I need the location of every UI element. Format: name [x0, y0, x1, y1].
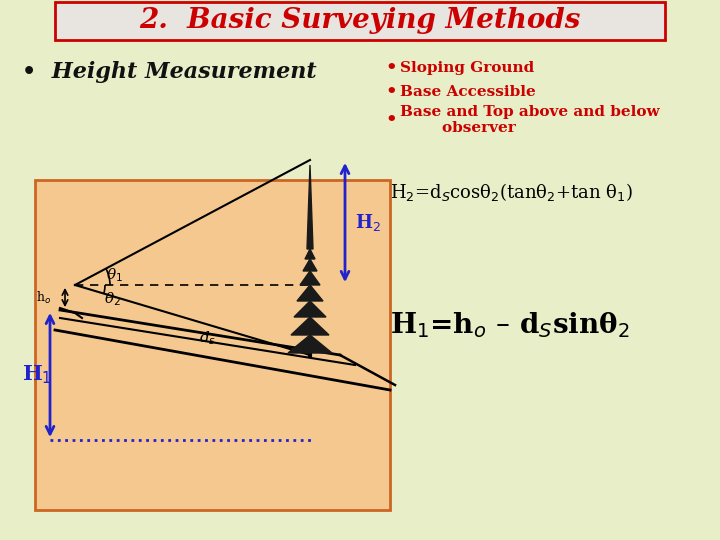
- Text: H$_1$: H$_1$: [22, 364, 52, 386]
- Text: θ$_1$: θ$_1$: [107, 266, 124, 284]
- Polygon shape: [291, 317, 329, 335]
- Text: θ$_2$: θ$_2$: [104, 290, 122, 308]
- Polygon shape: [307, 165, 313, 249]
- Text: •: •: [385, 111, 397, 129]
- Text: H$_1$=h$_o$ – d$_S$sinθ$_2$: H$_1$=h$_o$ – d$_S$sinθ$_2$: [390, 310, 629, 340]
- Text: Base Accessible: Base Accessible: [400, 85, 536, 99]
- Polygon shape: [300, 271, 320, 285]
- Bar: [35, 180, 390, 510]
- Text: 2.  Basic Surveying Methods: 2. Basic Surveying Methods: [139, 8, 581, 35]
- Polygon shape: [294, 301, 326, 317]
- Polygon shape: [297, 285, 323, 301]
- Text: •: •: [385, 83, 397, 101]
- Text: Sloping Ground: Sloping Ground: [400, 61, 534, 75]
- Text: •: •: [385, 59, 397, 77]
- Polygon shape: [305, 249, 315, 259]
- Text: H$_2$=d$_S$cosθ$_2$(tanθ$_2$+tan θ$_1$): H$_2$=d$_S$cosθ$_2$(tanθ$_2$+tan θ$_1$): [390, 181, 633, 203]
- Text: H$_2$: H$_2$: [355, 212, 381, 233]
- Polygon shape: [288, 335, 332, 353]
- Text: d$_s$: d$_s$: [199, 329, 216, 347]
- Polygon shape: [303, 259, 317, 271]
- Text: h$_o$: h$_o$: [36, 289, 51, 306]
- Bar: [55, 2, 665, 40]
- Text: •  Height Measurement: • Height Measurement: [22, 61, 317, 83]
- Text: Base and Top above and below
        observer: Base and Top above and below observer: [400, 105, 660, 135]
